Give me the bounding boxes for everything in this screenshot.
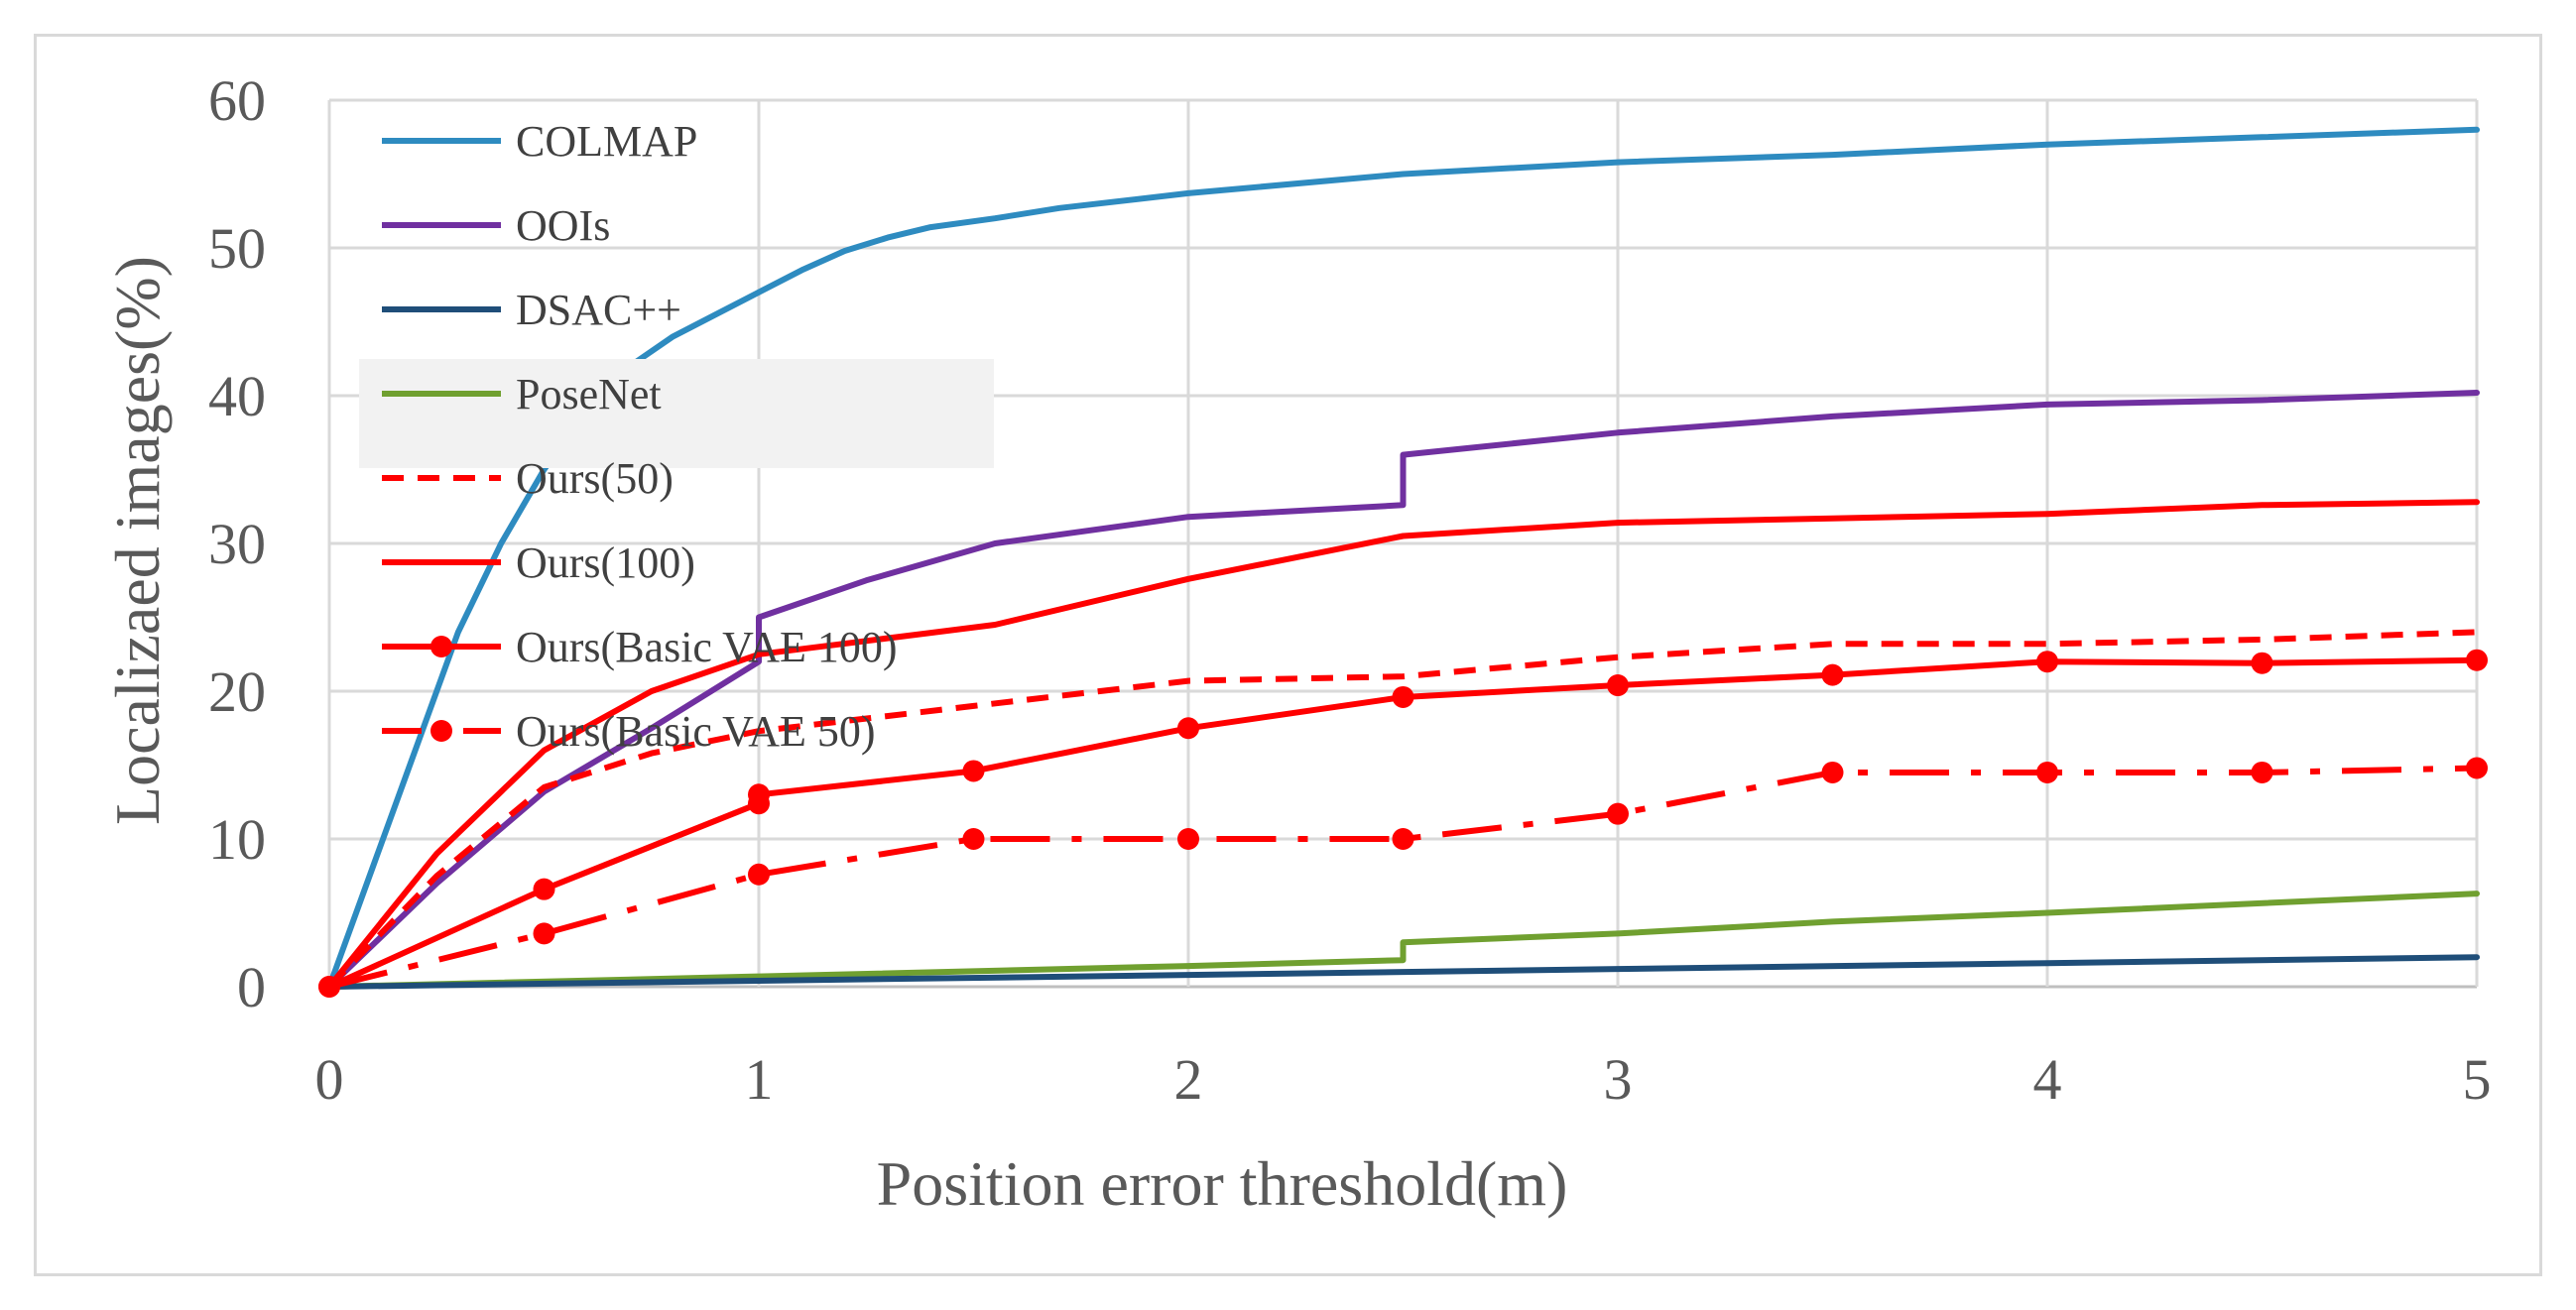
- data-point-ours-basic-vae-100: [533, 878, 555, 900]
- legend-marker-ours-basic-vae-50: [430, 720, 452, 742]
- series-line-posenet: [326, 891, 2480, 990]
- x-tick-label: 2: [1174, 1047, 1203, 1112]
- data-point-ours-basic-vae-50: [1392, 828, 1414, 850]
- legend-marker-ours-basic-vae-100: [430, 636, 452, 657]
- series-line-ours-basic-vae-50: [328, 765, 2478, 990]
- legend-label-ours-100: Ours(100): [516, 538, 695, 587]
- grid-layer: [327, 98, 2479, 989]
- legend-label-oois: OOIs: [516, 201, 610, 250]
- data-point-ours-basic-vae-50: [533, 922, 555, 945]
- y-tick-label: 20: [208, 659, 266, 724]
- legend-label-ours-basic-vae-50: Ours(Basic VAE 50): [516, 707, 876, 756]
- data-point-ours-basic-vae-50: [1821, 761, 1844, 783]
- series-line-ours-50: [326, 629, 2478, 990]
- data-point-ours-basic-vae-100: [748, 783, 770, 806]
- data-point-ours-basic-vae-100: [1392, 685, 1414, 708]
- data-point-ours-basic-vae-100: [2251, 652, 2273, 674]
- series-line-ours-basic-vae-100: [326, 656, 2480, 990]
- y-axis-title: Localizaed images(%): [102, 256, 173, 825]
- data-point-ours-basic-vae-50: [2251, 761, 2273, 783]
- data-point-ours-basic-vae-100: [2036, 651, 2058, 673]
- data-point-ours-basic-vae-50: [748, 863, 770, 886]
- y-tick-label: 10: [208, 807, 266, 872]
- x-tick-label: 0: [315, 1047, 344, 1112]
- data-point-ours-basic-vae-100: [1607, 674, 1629, 697]
- x-axis-title: Position error threshold(m): [877, 1148, 1568, 1219]
- tick-labels: 0 10 20 30 40 50 60 0 1 2 3 4 5: [208, 68, 2492, 1112]
- x-tick-label: 3: [1604, 1047, 1633, 1112]
- y-tick-label: 30: [208, 512, 266, 576]
- y-tick-label: 0: [237, 955, 266, 1019]
- data-point-ours-basic-vae-50: [2466, 757, 2488, 779]
- x-tick-label: 5: [2463, 1047, 2492, 1112]
- y-tick-label: 60: [208, 68, 266, 133]
- data-point-ours-basic-vae-100: [1177, 717, 1199, 740]
- legend: COLMAP OOIs DSAC++ PoseNet Ours(50) Ours(100)…: [359, 117, 994, 756]
- legend-label-ours-basic-vae-100: Ours(Basic VAE 100): [516, 623, 898, 671]
- legend-highlight: [359, 359, 994, 468]
- legend-label-ours-50: Ours(50): [516, 454, 674, 503]
- data-point-ours-basic-vae-50: [1607, 802, 1629, 825]
- data-point-ours-basic-vae-100: [1821, 663, 1844, 686]
- legend-label-dsac: DSAC++: [516, 286, 681, 334]
- x-tick-label: 1: [745, 1047, 774, 1112]
- series-line-oois: [326, 390, 2480, 990]
- y-tick-label: 50: [208, 216, 266, 281]
- legend-label-posenet: PoseNet: [516, 370, 662, 418]
- data-point-ours-basic-vae-100: [2466, 649, 2488, 671]
- series-line-dsac: [326, 954, 2480, 990]
- y-tick-label: 40: [208, 364, 266, 428]
- series-layer: [318, 126, 2488, 998]
- series-line-ours-100: [326, 499, 2480, 990]
- series-line-colmap: [326, 126, 2480, 990]
- legend-label-colmap: COLMAP: [516, 117, 697, 166]
- x-tick-label: 4: [2033, 1047, 2062, 1112]
- data-point-ours-basic-vae-50: [2036, 761, 2058, 783]
- data-point-ours-basic-vae-100: [962, 760, 985, 782]
- data-point-ours-basic-vae-50: [1177, 828, 1199, 850]
- data-point-ours-basic-vae-50: [962, 828, 985, 850]
